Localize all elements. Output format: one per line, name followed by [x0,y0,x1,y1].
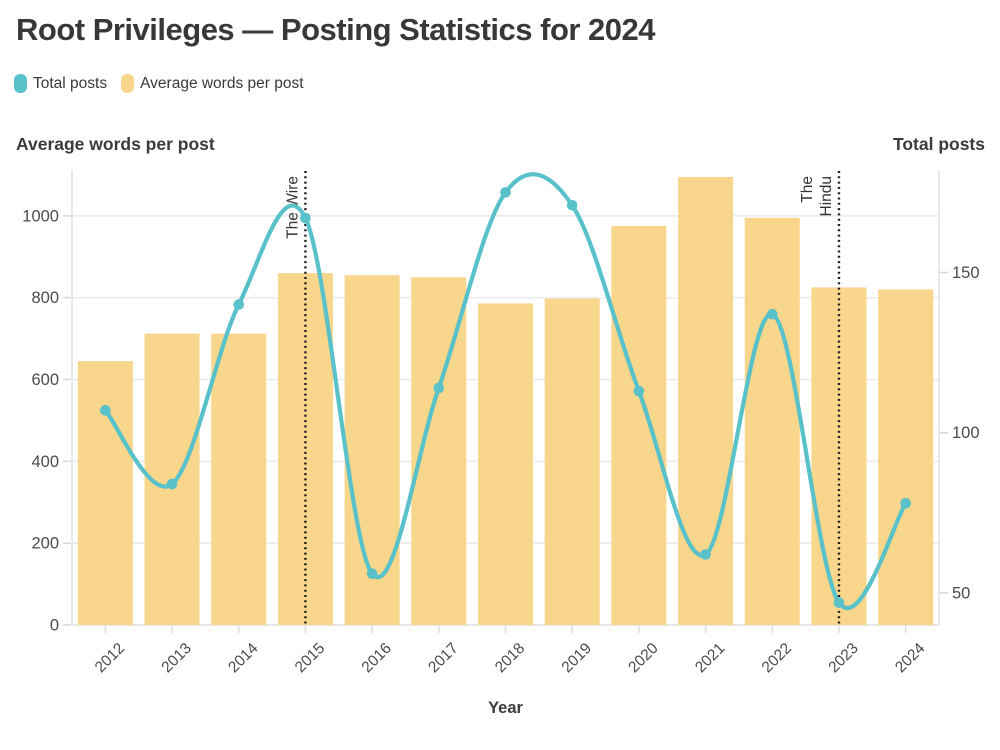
bar-2018[interactable] [478,303,533,625]
x-axis-tick-label: 2016 [359,640,395,676]
x-axis-tick-label: 2021 [692,640,728,676]
legend-item-average-words-per-post[interactable]: Average words per post [121,74,304,93]
x-axis-tick-label: 2013 [158,640,194,676]
x-axis-tick-label: 2024 [892,640,929,677]
left-axis-tick-label: 200 [31,535,59,553]
line-point-2021[interactable] [700,549,711,560]
line-point-2012[interactable] [100,405,111,416]
x-axis-tick-label: 2012 [92,640,128,676]
x-axis-tick-label: 2015 [292,640,328,676]
left-axis-tick-label: 800 [31,289,59,307]
line-point-2022[interactable] [766,308,778,320]
bar-2022[interactable] [744,217,800,625]
bar-2024[interactable] [878,289,934,625]
legend-swatch [14,74,27,93]
line-point-2019[interactable] [566,199,578,211]
line-point-2023[interactable] [833,597,845,608]
left-axis-tick-label: 0 [50,617,59,635]
line-point-2018[interactable] [500,187,511,198]
right-axis-tick-label: 150 [952,264,980,282]
line-point-2014[interactable] [233,299,245,310]
left-axis-tick-label: 400 [31,453,59,471]
x-axis-tick-label: 2022 [759,640,795,676]
page-title: Root Privileges — Posting Statistics for… [16,12,656,47]
bar-2019[interactable] [544,298,600,625]
left-axis-tick-label: 1000 [22,207,59,225]
bar-2012[interactable] [77,361,133,625]
line-point-2016[interactable] [366,568,378,580]
line-point-2024[interactable] [900,497,911,509]
left-axis-tick-label: 600 [31,371,59,389]
right-axis-tick-label: 100 [952,424,980,442]
x-axis-tick-label: 2020 [625,640,662,677]
legend-swatch [121,74,135,93]
legend-item-label: Average words per post [140,74,304,92]
x-axis-tick-label: 2018 [492,640,528,676]
x-axis-tick-label: 2019 [559,640,595,676]
line-point-2017[interactable] [433,382,445,394]
x-axis-title: Year [488,699,523,717]
line-point-2020[interactable] [633,385,645,397]
x-axis-tick-label: 2014 [225,640,262,677]
legend-item-label: Total posts [33,74,108,92]
x-axis-tick-label: 2017 [425,640,461,676]
right-axis-title: Total posts [892,134,985,154]
line-point-2015[interactable] [300,212,311,224]
legend: Total posts Average words per post [14,74,304,93]
right-axis-tick-label: 50 [952,584,970,602]
bar-2020[interactable] [611,226,667,626]
left-axis-title: Average words per post [16,134,215,154]
line-point-2013[interactable] [166,478,178,490]
annotation-label-the-hindu: The Hindu [799,176,835,217]
legend-item-total-posts[interactable]: Total posts [14,74,107,93]
x-axis-tick-label: 2023 [825,640,861,676]
bar-2014[interactable] [211,333,267,625]
